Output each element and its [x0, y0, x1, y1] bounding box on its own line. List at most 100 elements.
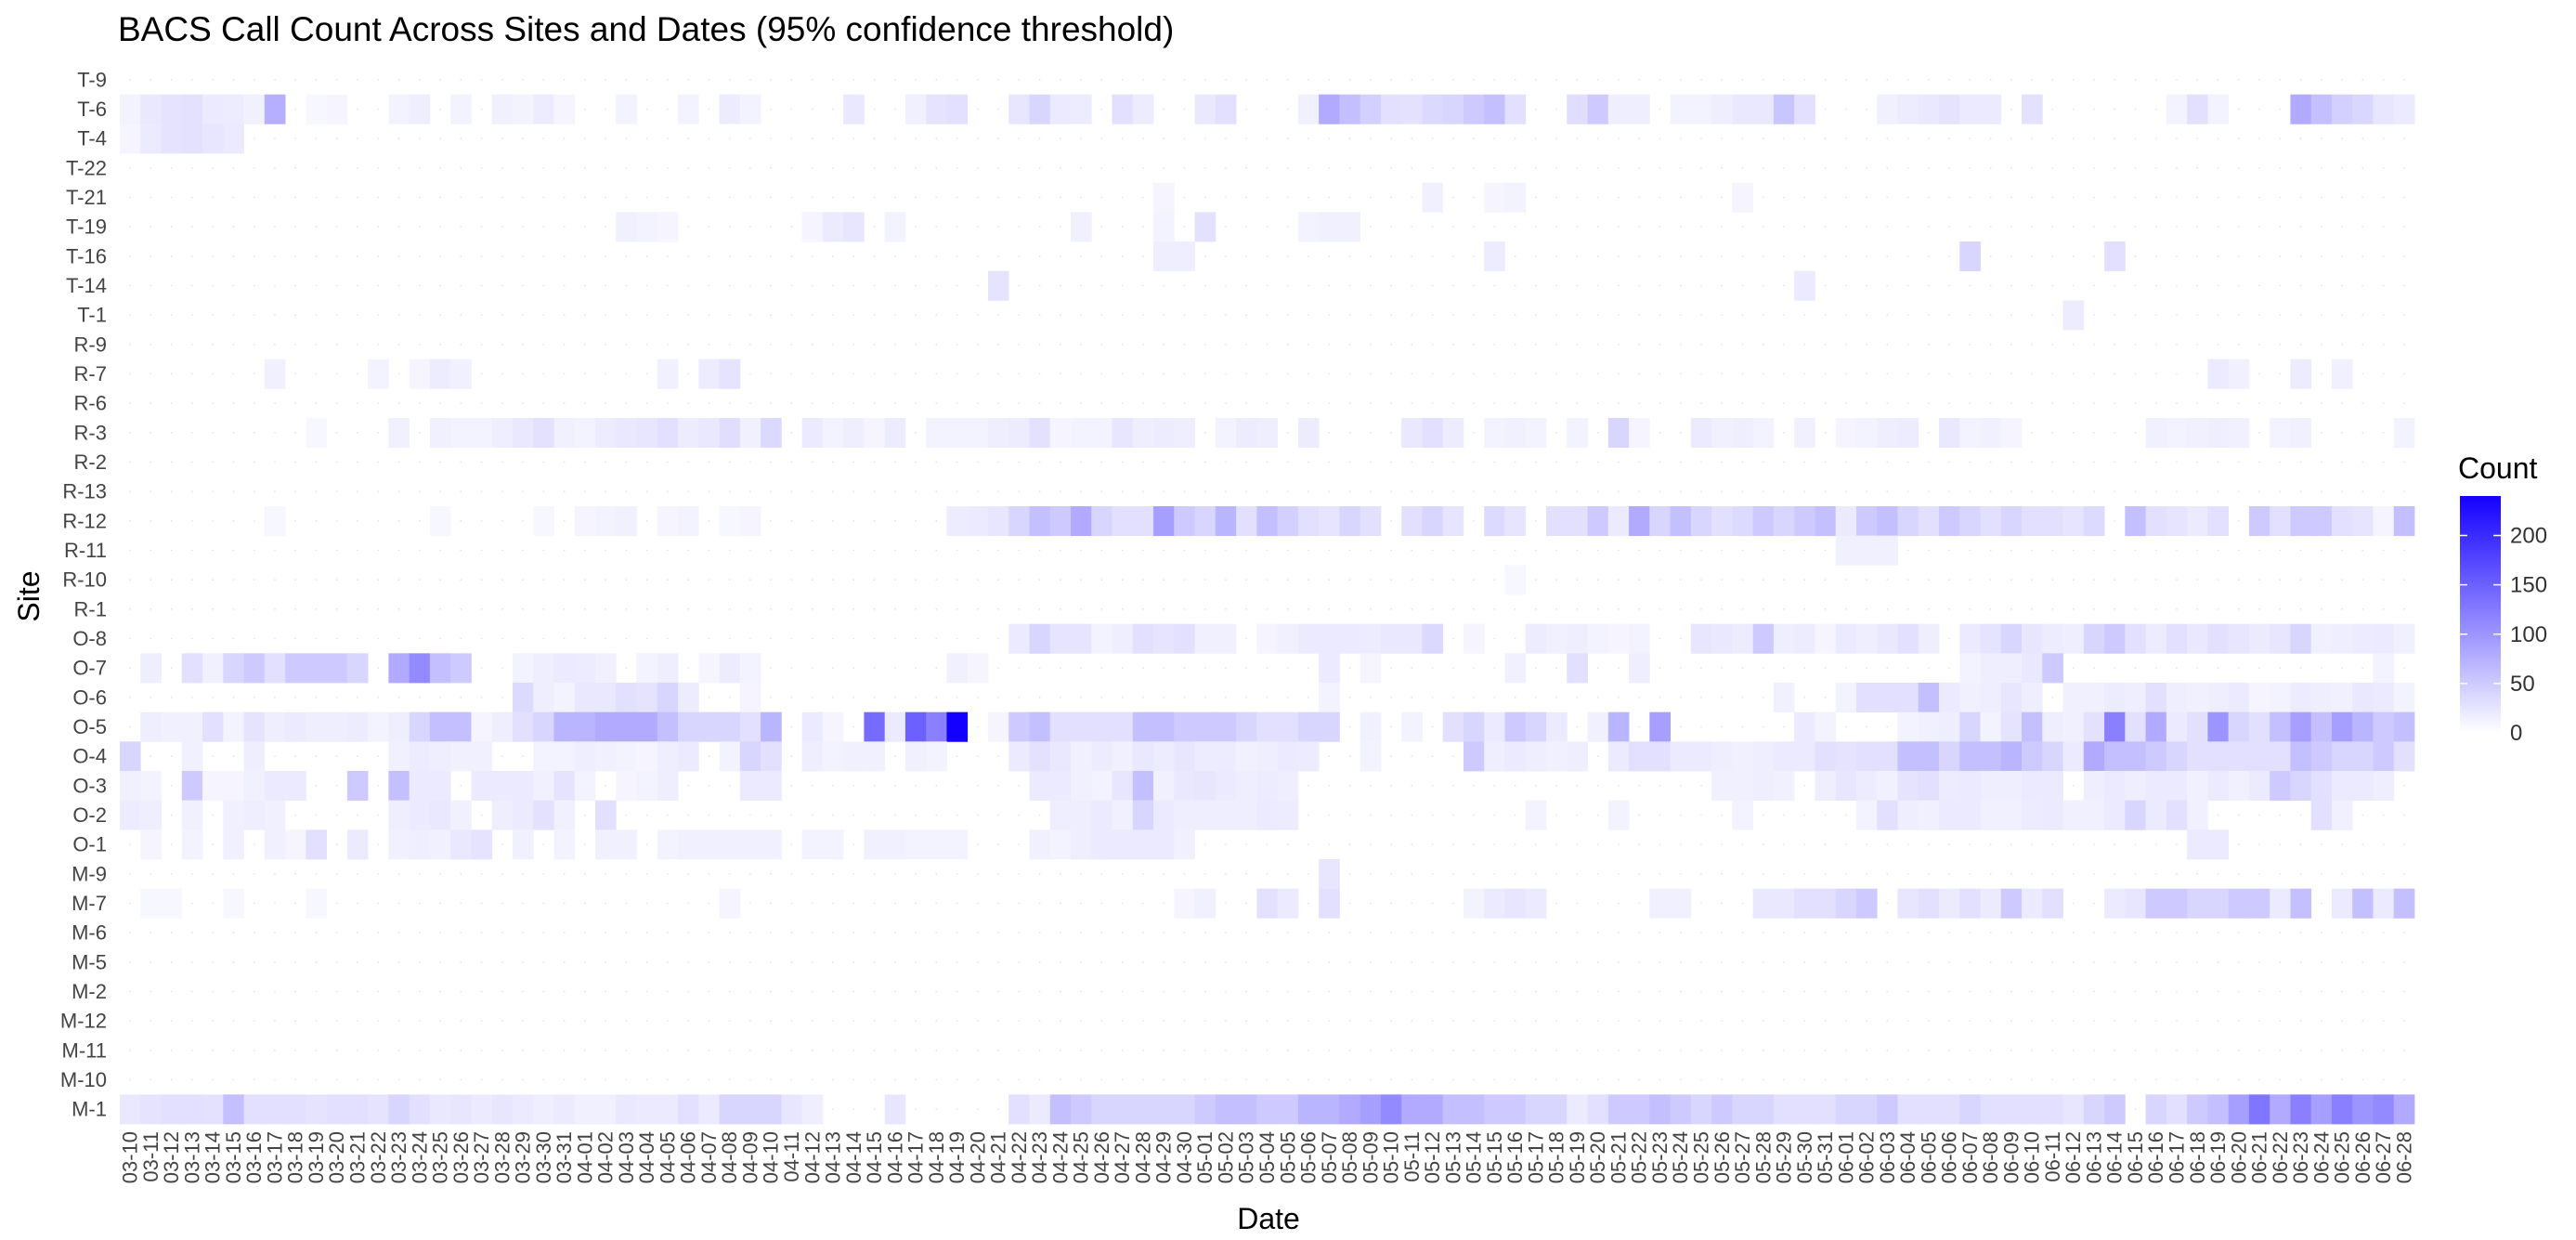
grid-dot	[1286, 402, 1289, 405]
grid-dot	[997, 314, 999, 317]
grid-dot	[2176, 137, 2178, 140]
heatmap-cell	[243, 653, 266, 684]
grid-dot	[1121, 1020, 1124, 1023]
grid-dot	[687, 1020, 690, 1023]
grid-dot	[129, 402, 132, 405]
grid-dot	[501, 137, 503, 140]
grid-dot	[1018, 372, 1021, 375]
grid-dot	[1514, 637, 1516, 640]
heatmap-cell	[1732, 623, 1754, 654]
grid-dot	[2279, 960, 2282, 963]
x-tick-label: 04-05	[656, 1131, 679, 1183]
y-tick-label: M-12	[60, 1010, 107, 1033]
grid-dot	[2320, 461, 2322, 463]
grid-dot	[563, 519, 566, 522]
grid-dot	[1514, 284, 1516, 287]
grid-dot	[1369, 402, 1372, 405]
grid-dot	[1555, 784, 1558, 787]
grid-dot	[749, 226, 751, 228]
grid-dot	[191, 343, 193, 346]
grid-dot	[790, 343, 793, 346]
grid-dot	[2279, 990, 2282, 993]
grid-dot	[749, 137, 751, 140]
grid-dot	[2051, 78, 2054, 81]
y-tick-label: M-1	[72, 1098, 107, 1121]
grid-dot	[1638, 784, 1641, 787]
heatmap-cell	[2270, 711, 2291, 742]
grid-dot	[708, 637, 710, 640]
grid-dot	[480, 549, 483, 552]
grid-dot	[274, 755, 276, 758]
y-tick-label: O-8	[72, 627, 107, 650]
grid-dot	[2154, 932, 2157, 934]
grid-dot	[1100, 932, 1103, 934]
grid-dot	[1203, 196, 1206, 199]
heatmap-cell	[636, 212, 658, 242]
grid-dot	[915, 1078, 917, 1081]
grid-dot	[2176, 343, 2178, 346]
grid-dot	[1638, 78, 1641, 81]
grid-dot	[1411, 461, 1413, 463]
heatmap-cell	[429, 800, 451, 830]
grid-dot	[377, 784, 380, 787]
grid-dot	[749, 343, 751, 346]
grid-dot	[2361, 607, 2364, 610]
grid-dot	[1555, 843, 1558, 846]
grid-dot	[480, 402, 483, 405]
grid-dot	[212, 226, 215, 228]
grid-dot	[1286, 960, 1289, 963]
grid-dot	[915, 696, 917, 698]
heatmap-cell	[1877, 800, 1898, 830]
grid-dot	[1308, 372, 1309, 375]
grid-dot	[294, 343, 297, 346]
heatmap-cell	[2331, 1094, 2353, 1125]
grid-dot	[790, 990, 793, 993]
grid-dot	[232, 990, 235, 993]
grid-dot	[2093, 402, 2095, 405]
heatmap-cell	[2125, 800, 2146, 830]
grid-dot	[357, 960, 358, 963]
grid-dot	[2031, 607, 2034, 610]
grid-dot	[1348, 549, 1351, 552]
grid-dot	[1348, 461, 1351, 463]
grid-dot	[645, 637, 648, 640]
grid-dot	[563, 284, 566, 287]
grid-dot	[1183, 579, 1186, 581]
grid-dot	[1803, 196, 1806, 199]
grid-dot	[2237, 1049, 2240, 1051]
heatmap-cell	[450, 418, 472, 449]
x-tick-label: 04-03	[615, 1131, 638, 1183]
grid-dot	[997, 166, 999, 169]
grid-dot	[770, 78, 773, 81]
grid-dot	[1245, 637, 1248, 640]
grid-dot	[1762, 255, 1764, 257]
grid-dot	[1535, 932, 1537, 934]
grid-dot	[377, 137, 380, 140]
grid-dot	[2134, 402, 2137, 405]
heatmap-cell	[904, 94, 927, 124]
grid-dot	[1100, 166, 1103, 169]
grid-dot	[2361, 990, 2364, 993]
grid-dot	[667, 902, 669, 905]
grid-dot	[2361, 78, 2364, 81]
grid-dot	[1866, 932, 1867, 934]
grid-dot	[728, 78, 731, 81]
grid-dot	[2154, 78, 2157, 81]
grid-dot	[873, 343, 876, 346]
heatmap-cell	[1504, 182, 1527, 213]
grid-dot	[1721, 1049, 1724, 1051]
heatmap-cell	[2104, 1094, 2126, 1125]
heatmap-cell	[1504, 888, 1527, 919]
grid-dot	[2382, 314, 2385, 317]
grid-dot	[605, 1020, 607, 1023]
heatmap-cell	[801, 829, 824, 860]
grid-dot	[1473, 932, 1476, 934]
grid-dot	[212, 814, 215, 816]
grid-dot	[1308, 166, 1309, 169]
grid-dot	[605, 1049, 607, 1051]
grid-dot	[873, 637, 876, 640]
grid-dot	[625, 78, 628, 81]
grid-dot	[1308, 960, 1309, 963]
heatmap-cell	[719, 506, 741, 537]
grid-dot	[1038, 78, 1041, 81]
